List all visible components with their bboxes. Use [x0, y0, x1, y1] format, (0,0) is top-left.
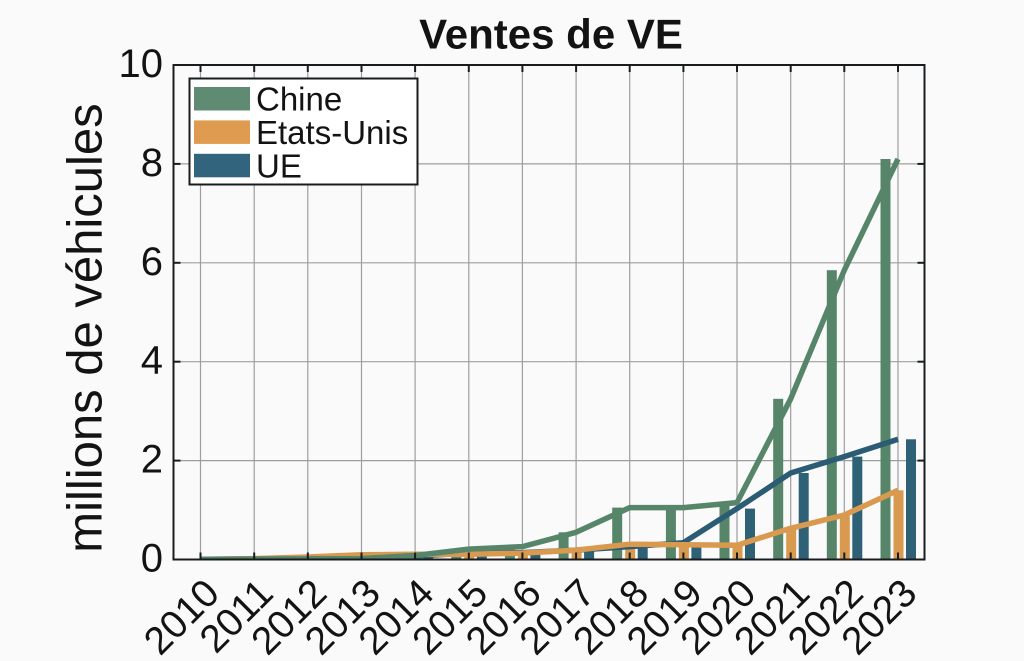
- svg-text:UE: UE: [256, 147, 302, 184]
- svg-text:8: 8: [141, 141, 163, 185]
- svg-text:0: 0: [141, 537, 163, 581]
- svg-text:Etats-Unis: Etats-Unis: [256, 114, 408, 151]
- svg-text:4: 4: [141, 339, 163, 383]
- svg-text:Chine: Chine: [256, 81, 342, 118]
- svg-text:Ventes de VE: Ventes de VE: [419, 11, 683, 58]
- svg-text:millions de véhicules: millions de véhicules: [59, 103, 113, 552]
- svg-text:10: 10: [119, 42, 164, 86]
- svg-text:2: 2: [141, 438, 163, 482]
- svg-text:6: 6: [141, 240, 163, 284]
